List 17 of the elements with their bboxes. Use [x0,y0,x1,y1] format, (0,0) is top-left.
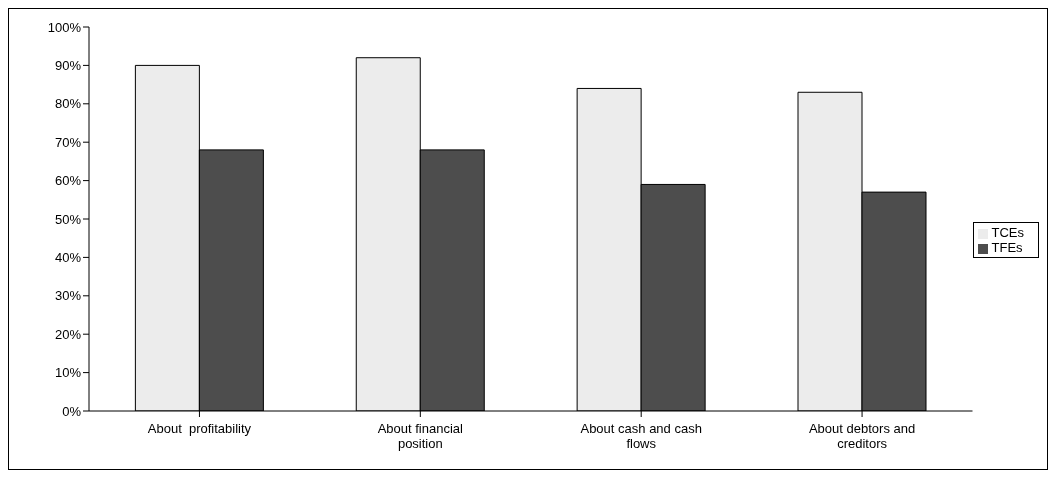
y-tick-label: 30% [54,288,82,304]
y-tick-label: 40% [54,250,82,266]
y-tick-label: 90% [54,58,82,74]
x-tick-label: About debtors and creditors [808,421,916,451]
y-tick-label: 100% [47,19,82,35]
y-tick-label: 10% [54,365,82,381]
legend-label: TCEs [991,225,1024,240]
x-tick-label: About financial position [377,421,464,451]
y-tick-label: 50% [54,211,82,227]
legend-label: TFEs [991,240,1023,255]
y-tick-label: 60% [54,173,82,189]
x-tick-label: About cash and cash flows [580,421,702,451]
y-tick-label: 80% [54,96,82,112]
y-tick-label: 20% [54,326,82,342]
x-tick-label: About profitability [147,421,252,436]
y-tick-label: 0% [62,403,82,419]
y-tick-label: 70% [54,134,82,150]
